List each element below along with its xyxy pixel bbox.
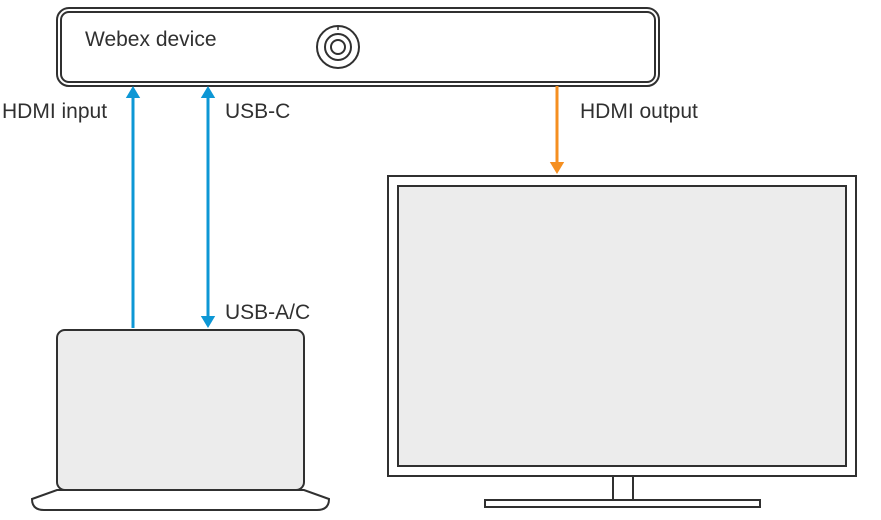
usb-c-connection bbox=[201, 86, 215, 328]
usb-ac-label: USB-A/C bbox=[225, 301, 310, 324]
connection-diagram: Webex device HDMI input USB-C USB-A/C HDMI o… bbox=[0, 0, 881, 520]
hdmi-input-label: HDMI input bbox=[2, 100, 107, 123]
laptop bbox=[32, 330, 329, 510]
webex-device-label: Webex device bbox=[85, 28, 217, 51]
hdmi-output-label: HDMI output bbox=[580, 100, 698, 123]
usb-c-label: USB-C bbox=[225, 100, 290, 123]
monitor bbox=[388, 176, 856, 507]
hdmi-output-connection bbox=[550, 86, 564, 174]
hdmi-input-connection bbox=[126, 86, 140, 328]
